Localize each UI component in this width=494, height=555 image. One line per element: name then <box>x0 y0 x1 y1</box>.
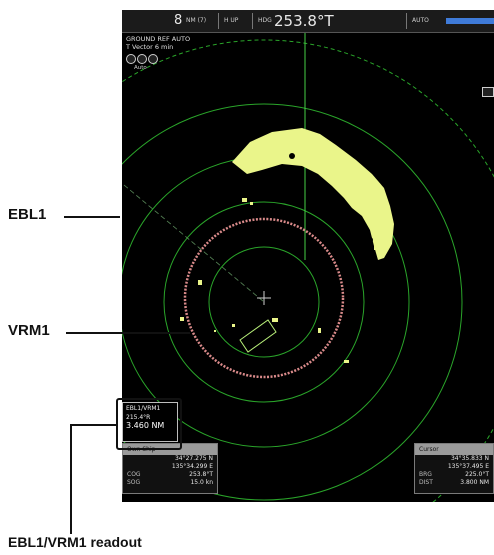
vrm1-ring[interactable] <box>183 217 345 379</box>
dist-label: DIST <box>419 479 433 486</box>
vrm1-leader <box>66 332 190 334</box>
readout-title: EBL1/VRM1 <box>126 405 161 412</box>
readout-leader-horizontal <box>70 424 118 426</box>
own-ship-panel: Own Ship 34°27.275 N 135°34.299 E COG 253… <box>122 443 218 494</box>
gain-bar[interactable] <box>446 18 494 24</box>
cursor-lat: 34°35.833 N <box>450 455 489 462</box>
readout-callout: EBL1/VRM1 readout <box>8 534 142 550</box>
mode-info: GROUND REF AUTO T Vector 6 min <box>126 35 190 51</box>
cursor-title: Cursor <box>415 444 493 455</box>
range-ring-1 <box>208 246 320 358</box>
brg-label: BRG <box>419 471 432 478</box>
cursor-panel: Cursor 34°35.833 N 135°37.495 E BRG 225.0… <box>414 443 494 494</box>
cog-value: 253.8°T <box>189 471 213 478</box>
range-ring-2 <box>163 201 365 403</box>
brg-value: 225.0°T <box>465 471 489 478</box>
cog-label: COG <box>127 471 141 478</box>
function-button-3[interactable] <box>148 54 158 64</box>
ebl1-callout: EBL1 <box>8 206 47 223</box>
sog-label: SOG <box>127 479 141 486</box>
function-button-2[interactable] <box>137 54 147 64</box>
range-unit: NM (7) <box>186 17 207 24</box>
own-ship-lon: 135°34.299 E <box>171 463 213 470</box>
cursor-lon: 135°37.495 E <box>447 463 489 470</box>
radar-top-bar: 8 NM (7) H UP HDG 253.8°T AUTO <box>122 10 494 33</box>
function-button-1[interactable] <box>126 54 136 64</box>
readout-highlight-frame <box>116 398 182 450</box>
orientation-mode[interactable]: H UP <box>224 17 239 24</box>
range-ring-4 <box>122 103 463 501</box>
menu-icon[interactable] <box>482 87 494 97</box>
ebl-vrm-readout[interactable]: EBL1/VRM1 215.4°R 3.460 NM <box>122 402 178 442</box>
coastline-echo <box>232 128 394 260</box>
range-value[interactable]: 8 <box>174 13 183 28</box>
own-ship-lat: 34°27.275 N <box>174 455 213 462</box>
radar-display[interactable]: 8 NM (7) H UP HDG 253.8°T AUTO GROUND RE… <box>122 10 494 502</box>
heading-value: 253.8°T <box>274 12 334 30</box>
readout-leader-vertical <box>70 424 72 534</box>
vector-mode[interactable]: T Vector 6 min <box>126 43 174 51</box>
ebl1-leader <box>64 216 120 218</box>
target-echoes <box>180 198 378 363</box>
ebl1-line[interactable] <box>123 184 265 303</box>
dist-value: 3.800 NM <box>460 479 489 486</box>
sog-value: 15.0 kn <box>190 479 213 486</box>
radar-plot[interactable] <box>122 10 494 502</box>
heading-label: HDG <box>258 17 272 24</box>
vrm1-callout: VRM1 <box>8 322 50 339</box>
readout-bearing: 215.4°R <box>126 413 151 421</box>
buttons-sub-label: Auto <box>134 65 147 71</box>
gain-mode[interactable]: AUTO <box>412 17 429 24</box>
readout-range: 3.460 NM <box>126 421 165 430</box>
function-buttons <box>126 54 158 64</box>
range-ring-5 <box>122 39 494 502</box>
cursor-crosshair[interactable] <box>257 291 271 305</box>
own-ship-marker <box>239 319 277 353</box>
ground-ref-mode[interactable]: GROUND REF AUTO <box>126 35 191 43</box>
